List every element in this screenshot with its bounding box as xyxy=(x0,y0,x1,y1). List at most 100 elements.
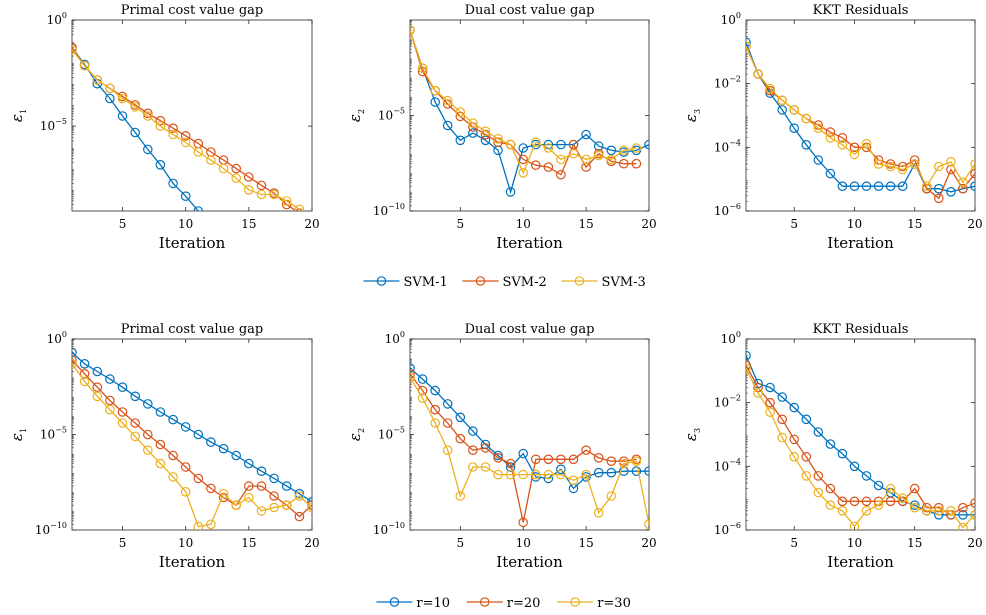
chart-title: Primal cost value gap xyxy=(121,322,263,337)
series-line xyxy=(72,47,298,211)
data-point xyxy=(468,426,478,436)
y-tick-label: 100 xyxy=(47,11,67,27)
data-point xyxy=(442,445,453,455)
x-axis-label: Iteration xyxy=(159,553,226,571)
data-point xyxy=(568,454,579,465)
data-point xyxy=(231,450,241,461)
data-point xyxy=(294,204,305,211)
data-point xyxy=(244,172,254,182)
data-point xyxy=(861,181,872,191)
data-point xyxy=(455,491,466,501)
y-axis-label: ε3 xyxy=(682,428,702,441)
data-point xyxy=(505,458,516,469)
data-point xyxy=(825,439,836,449)
data-point xyxy=(206,519,216,530)
series-3 xyxy=(72,359,312,530)
series-line xyxy=(410,367,649,490)
data-point xyxy=(256,481,267,491)
data-point xyxy=(518,154,528,165)
data-point xyxy=(244,492,254,503)
data-point xyxy=(556,154,566,165)
legend-2: r=10 r=20 r=30 xyxy=(376,596,631,611)
x-tick-label: 5 xyxy=(790,536,798,550)
data-point xyxy=(897,181,908,191)
data-point xyxy=(505,139,516,150)
data-point xyxy=(958,177,968,188)
data-point xyxy=(117,418,128,428)
series-line xyxy=(72,351,312,503)
y-tick-label: 10−6 xyxy=(714,521,741,537)
x-tick-label: 10 xyxy=(516,217,531,231)
x-tick-label: 15 xyxy=(907,536,922,550)
data-point xyxy=(618,158,629,169)
data-point xyxy=(813,471,824,481)
data-point xyxy=(105,374,115,384)
plot-frame xyxy=(745,19,976,212)
chart-6: KKT Residuals 5 10 15 20 100 10−2 10−4 10−6 Itera… xyxy=(682,322,983,571)
x-tick-label: 20 xyxy=(304,217,319,231)
data-point xyxy=(180,131,191,141)
plot-frame xyxy=(409,338,650,531)
data-point xyxy=(180,137,191,148)
data-point xyxy=(618,145,629,156)
data-point xyxy=(897,161,908,172)
series-3 xyxy=(72,44,312,211)
data-point xyxy=(631,456,642,466)
data-point xyxy=(970,181,975,191)
data-point xyxy=(777,95,787,106)
series-2 xyxy=(410,369,642,528)
data-point xyxy=(417,374,428,384)
data-point xyxy=(849,496,860,507)
data-point xyxy=(155,121,166,131)
data-point xyxy=(417,393,428,403)
data-point xyxy=(933,161,944,172)
data-point xyxy=(480,462,491,472)
legend-entry: r=20 xyxy=(466,596,540,611)
data-point xyxy=(468,445,478,455)
data-point xyxy=(92,366,103,377)
data-point xyxy=(801,414,812,425)
data-point xyxy=(92,75,103,85)
data-point xyxy=(970,510,975,520)
series-line xyxy=(746,45,975,200)
data-point xyxy=(873,480,884,491)
data-point xyxy=(777,392,787,402)
data-point xyxy=(206,155,216,165)
x-tick-label: 10 xyxy=(178,217,193,231)
data-point xyxy=(72,44,77,55)
data-point xyxy=(193,147,204,157)
data-point xyxy=(837,181,848,191)
y-tick-label: 100 xyxy=(47,330,67,346)
data-point xyxy=(606,154,617,165)
data-point xyxy=(606,467,617,478)
legend-marker xyxy=(376,276,387,286)
data-point xyxy=(618,466,629,476)
data-point xyxy=(837,496,848,507)
data-point xyxy=(958,183,968,194)
data-point xyxy=(257,218,265,226)
data-point xyxy=(813,427,824,437)
data-point xyxy=(455,107,466,117)
data-point xyxy=(801,140,812,150)
data-point xyxy=(631,158,642,169)
series-line xyxy=(72,359,312,518)
data-point xyxy=(155,407,166,417)
series-line xyxy=(72,49,305,211)
data-point xyxy=(244,185,254,195)
data-point xyxy=(193,521,204,530)
data-point xyxy=(105,404,115,415)
data-point xyxy=(543,162,554,172)
chart-1: Primal cost value gap 5 10 15 20 100 10−5 Itera… xyxy=(8,3,320,252)
x-tick-label: 10 xyxy=(178,536,193,550)
data-point xyxy=(873,159,884,169)
data-point xyxy=(530,469,541,480)
y-tick-label: 10−5 xyxy=(378,107,405,123)
data-point xyxy=(231,173,241,183)
data-point xyxy=(746,363,751,374)
legend-marker xyxy=(475,276,486,286)
chart-title: Dual cost value gap xyxy=(465,322,595,337)
data-point xyxy=(644,519,649,530)
data-point xyxy=(256,180,267,191)
data-point xyxy=(946,187,956,197)
